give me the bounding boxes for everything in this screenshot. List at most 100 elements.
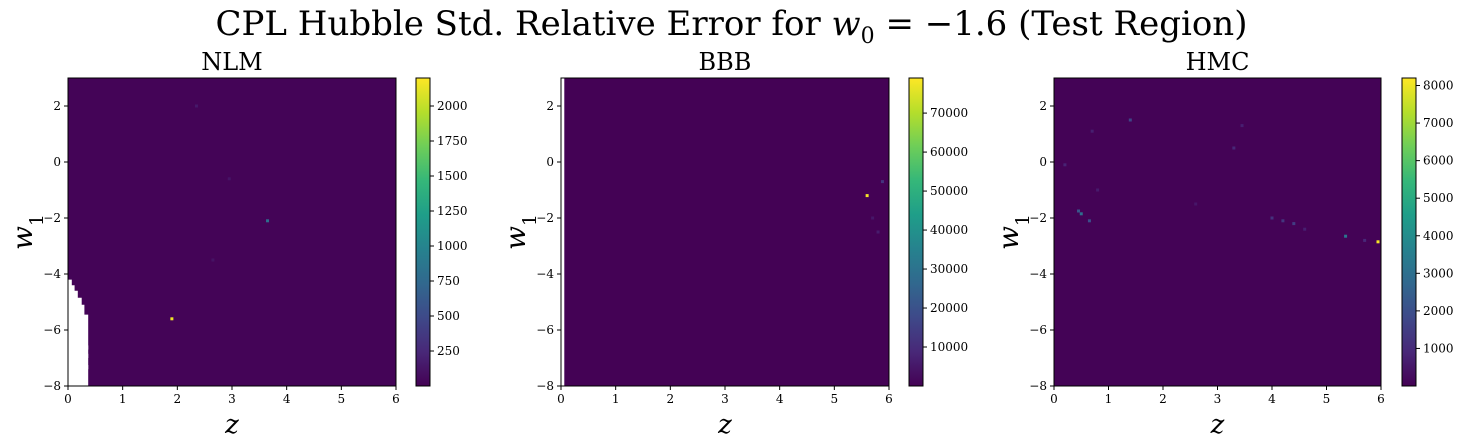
x-tick-label: 6 <box>1377 392 1385 406</box>
y-tick-label: −6 <box>536 323 554 337</box>
colorbar-tick-label: 50000 <box>930 184 968 198</box>
panel-bbb: 0 1 2 3 4 5 6 2 0 −2 −4 −6 −8 BBB z w1 10000 20000 30000 40… <box>499 48 968 440</box>
colorbar-tick-label: 4000 <box>1423 229 1454 243</box>
colorbar-tick-label: 2000 <box>437 99 468 113</box>
missing-data-region <box>68 279 89 386</box>
colorbar-tick-label: 20000 <box>930 301 968 315</box>
y-tick-label: −4 <box>43 267 61 281</box>
x-tick-label: 4 <box>776 392 784 406</box>
heatmap-hotspot <box>1240 124 1244 128</box>
panel-title: NLM <box>201 48 263 76</box>
colorbar-tick-label: 60000 <box>930 145 968 159</box>
y-axis-label-subscript: 1 <box>26 214 48 226</box>
y-tick-label: −2 <box>536 211 554 225</box>
y-axis-label-subscript: 1 <box>519 214 541 226</box>
colorbar-tick-label: 500 <box>437 309 460 323</box>
colorbar-tick-label: 6000 <box>1423 154 1454 168</box>
x-tick-label: 4 <box>283 392 291 406</box>
x-tick-label: 0 <box>1050 392 1058 406</box>
y-tick-label: −2 <box>43 211 61 225</box>
y-tick-label: −8 <box>43 379 61 393</box>
colorbar-tick-label: 5000 <box>1423 191 1454 205</box>
x-axis-label: z <box>1210 410 1225 440</box>
heatmap-hotspot <box>211 258 215 262</box>
heatmap-hotspot <box>227 177 231 181</box>
y-tick-label: −6 <box>1029 323 1047 337</box>
heatmap-hotspot <box>871 216 875 220</box>
y-axis-label: w1 <box>6 214 48 250</box>
panel-title: BBB <box>699 48 752 76</box>
x-tick-label: 5 <box>338 392 346 406</box>
x-tick-label: 4 <box>1268 392 1276 406</box>
y-tick-label: 2 <box>53 99 61 113</box>
y-tick-label: −6 <box>43 323 61 337</box>
x-tick-label: 0 <box>64 392 72 406</box>
y-tick-label: 2 <box>546 99 554 113</box>
colorbar <box>415 77 431 387</box>
panel-title: HMC <box>1186 48 1250 76</box>
heatmap-hotspot <box>876 230 880 234</box>
colorbar-tick-label: 7000 <box>1423 116 1454 130</box>
x-tick-label: 3 <box>228 392 236 406</box>
heatmap-hotspot <box>880 180 884 184</box>
colorbar-tick-label: 70000 <box>930 106 968 120</box>
y-tick-label: 0 <box>1039 155 1047 169</box>
heatmap-hotspot <box>266 219 270 223</box>
heatmap-hotspot <box>1363 238 1367 242</box>
colorbar <box>908 77 924 387</box>
heatmap-field <box>1054 78 1381 386</box>
heatmap-hotspot <box>1303 227 1307 231</box>
heatmap-hotspot <box>1077 209 1081 213</box>
missing-data-region <box>561 78 565 386</box>
missing-data-gap <box>84 345 89 350</box>
y-tick-label: −2 <box>1029 211 1047 225</box>
y-axis-label: w1 <box>499 214 541 250</box>
heatmap-hotspot <box>1087 219 1091 223</box>
panel-hmc: 0 1 2 3 4 5 6 2 0 −2 −4 −6 −8 HMC z w1 1000 2000 3000 4000 5… <box>992 48 1454 440</box>
y-tick-label: −8 <box>1029 379 1047 393</box>
y-tick-label: −4 <box>536 267 554 281</box>
colorbar-tick-label: 1750 <box>437 134 468 148</box>
missing-data-gap <box>84 365 89 370</box>
heatmap-hotspot <box>1376 240 1380 244</box>
heatmap-field <box>561 78 889 386</box>
colorbar <box>1401 77 1417 387</box>
heatmap-hotspot <box>170 317 174 321</box>
colorbar-tick-label: 1000 <box>437 239 468 253</box>
colorbar-tick-label: 1250 <box>437 204 468 218</box>
x-tick-label: 5 <box>1323 392 1331 406</box>
heatmap-hotspot <box>1344 234 1348 238</box>
heatmap-field <box>68 78 396 386</box>
colorbar-tick-label: 8000 <box>1423 79 1454 93</box>
heatmap-hotspot <box>1096 188 1100 192</box>
colorbar-tick-label: 30000 <box>930 262 968 276</box>
heatmap-hotspot <box>1270 216 1274 220</box>
y-tick-label: 0 <box>546 155 554 169</box>
y-tick-label: 2 <box>1039 99 1047 113</box>
x-tick-label: 1 <box>612 392 620 406</box>
colorbar-tick-label: 750 <box>437 274 460 288</box>
figure-title: CPL Hubble Std. Relative Error for w0 = … <box>215 4 1248 49</box>
heatmap-hotspot <box>1063 163 1067 167</box>
colorbar-tick-label: 1000 <box>1423 341 1454 355</box>
panel-nlm: 0 1 2 3 4 5 6 2 0 −2 −4 −6 −8 NLM z w1 250 500 750 1000 1250… <box>6 48 468 440</box>
x-tick-label: 6 <box>392 392 400 406</box>
x-tick-label: 3 <box>1214 392 1222 406</box>
colorbar-tick-label: 40000 <box>930 223 968 237</box>
missing-data-gap <box>84 353 89 358</box>
colorbar-tick-label: 10000 <box>930 340 968 354</box>
colorbar-tick-label: 3000 <box>1423 266 1454 280</box>
heatmap-hotspot <box>1079 212 1083 216</box>
y-tick-label: 0 <box>53 155 61 169</box>
y-axis-label: w1 <box>992 214 1034 250</box>
y-tick-label: −4 <box>1029 267 1047 281</box>
heatmap-hotspot <box>194 104 198 108</box>
x-tick-label: 2 <box>667 392 675 406</box>
x-tick-label: 1 <box>1105 392 1113 406</box>
heatmap-hotspot <box>1232 146 1236 150</box>
heatmap-hotspot <box>1281 219 1285 223</box>
x-tick-label: 3 <box>721 392 729 406</box>
heatmap-hotspot <box>865 194 869 198</box>
y-axis-label-subscript: 1 <box>1012 214 1034 226</box>
